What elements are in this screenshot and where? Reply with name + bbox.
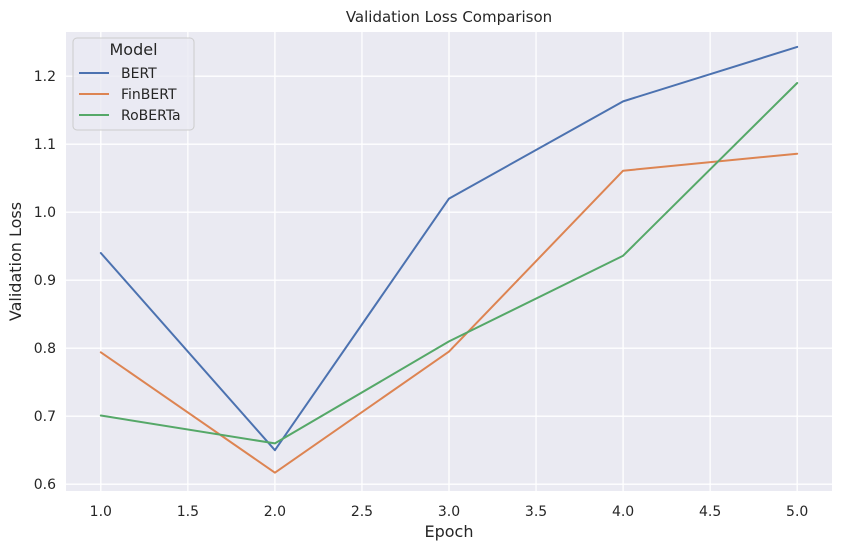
legend-label-finbert: FinBERT: [121, 87, 177, 103]
x-tick-label: 5.0: [786, 504, 808, 520]
x-tick-label: 4.0: [612, 504, 634, 520]
chart-title: Validation Loss Comparison: [346, 8, 552, 26]
legend-title: Model: [109, 40, 157, 59]
series-line-roberta: [99, 82, 799, 445]
x-tick-label: 1.0: [90, 504, 112, 520]
legend-label-roberta: RoBERTa: [121, 108, 181, 124]
x-tick-label: 1.5: [177, 504, 199, 520]
grid-lines: [66, 32, 832, 491]
x-axis-label: Epoch: [425, 522, 474, 541]
legend-box: [72, 37, 195, 131]
x-tick-label: 3.5: [525, 504, 547, 520]
y-tick-label: 1.0: [34, 205, 56, 221]
y-tick-label: 0.9: [34, 273, 56, 289]
series-line-finbert: [99, 152, 799, 474]
x-tick-label: 2.0: [264, 504, 286, 520]
y-tick-label: 0.7: [34, 409, 56, 425]
y-tick-label: 0.8: [34, 341, 56, 357]
y-tick-label: 1.2: [34, 69, 56, 85]
x-axis-ticks: 1.0 1.5 2.0 2.5 3.0 3.5 4.0 4.5 5.0: [90, 504, 809, 520]
legend-label-bert: BERT: [121, 66, 157, 82]
x-tick-label: 2.5: [351, 504, 373, 520]
series-lines: [99, 45, 799, 474]
y-tick-label: 1.1: [34, 137, 56, 153]
series-line-bert: [99, 45, 799, 452]
y-axis-label: Validation Loss: [6, 202, 25, 321]
y-axis-ticks: 0.6 0.7 0.8 0.9 1.0 1.1 1.2: [34, 69, 56, 493]
x-tick-label: 4.5: [699, 504, 721, 520]
y-tick-label: 0.6: [34, 477, 56, 493]
x-tick-label: 3.0: [438, 504, 460, 520]
legend-items: BERT FinBERT RoBERTa: [79, 66, 181, 124]
legend: Model BERT FinBERT RoBERTa: [72, 37, 195, 131]
